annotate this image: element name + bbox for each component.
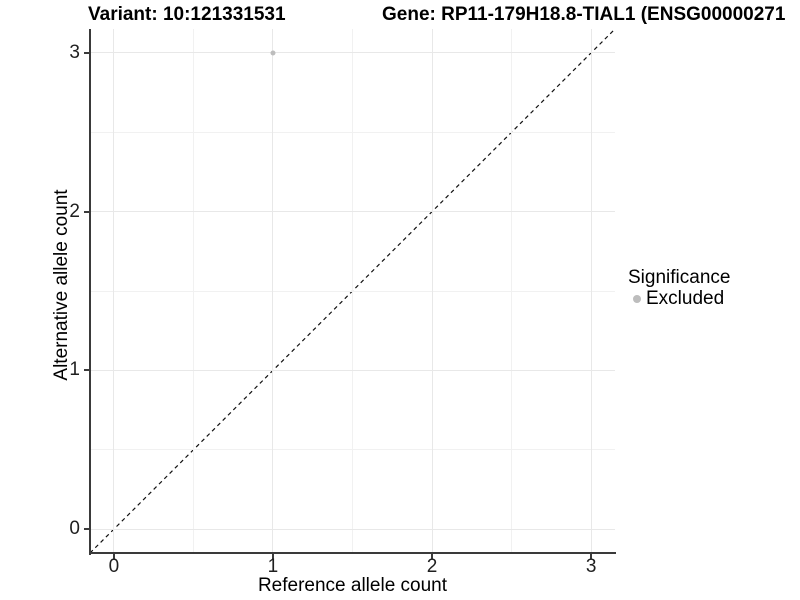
y-tick-mark xyxy=(84,210,89,213)
x-major-gridline xyxy=(431,29,433,553)
y-major-gridline xyxy=(90,528,615,530)
plot-panel xyxy=(90,29,615,553)
y-tick-mark xyxy=(84,528,89,531)
y-tick-mark xyxy=(84,369,89,372)
legend: Significance Excluded xyxy=(628,267,730,309)
y-major-gridline xyxy=(90,211,615,213)
y-tick-label: 0 xyxy=(69,518,80,540)
x-tick-mark xyxy=(112,554,115,559)
x-tick-mark xyxy=(431,554,434,559)
data-point xyxy=(270,50,276,56)
y-minor-gridline xyxy=(90,449,615,451)
x-major-gridline xyxy=(272,29,274,553)
x-major-gridline xyxy=(590,29,592,553)
legend-key xyxy=(628,295,646,303)
x-tick-mark xyxy=(271,554,274,559)
y-tick-label: 2 xyxy=(69,200,80,222)
plot-title-variant: Variant: 10:121331531 xyxy=(88,4,286,25)
x-tick-mark xyxy=(590,554,593,559)
legend-items: Excluded xyxy=(628,289,730,309)
x-tick-label: 0 xyxy=(108,556,120,577)
legend-item-label: Excluded xyxy=(646,288,725,309)
legend-title: Significance xyxy=(628,267,731,288)
x-axis-line xyxy=(89,552,616,554)
y-minor-gridline xyxy=(90,131,615,133)
x-tick-label: 2 xyxy=(426,556,438,577)
y-minor-gridline xyxy=(90,290,615,292)
x-axis-title: Reference allele count xyxy=(257,575,448,596)
y-major-gridline xyxy=(90,52,615,54)
x-tick-label: 1 xyxy=(267,556,279,577)
x-tick-label: 3 xyxy=(585,556,597,577)
y-major-gridline xyxy=(90,369,615,371)
legend-item: Excluded xyxy=(628,289,730,309)
legend-point-icon xyxy=(633,295,641,303)
x-major-gridline xyxy=(113,29,115,553)
plot-title-gene: Gene: RP11-179H18.8-TIAL1 (ENSG00000271 xyxy=(382,4,786,25)
y-tick-label: 1 xyxy=(69,359,80,381)
y-tick-mark xyxy=(84,51,89,54)
y-axis-line xyxy=(89,29,91,555)
y-tick-label: 3 xyxy=(69,41,80,63)
